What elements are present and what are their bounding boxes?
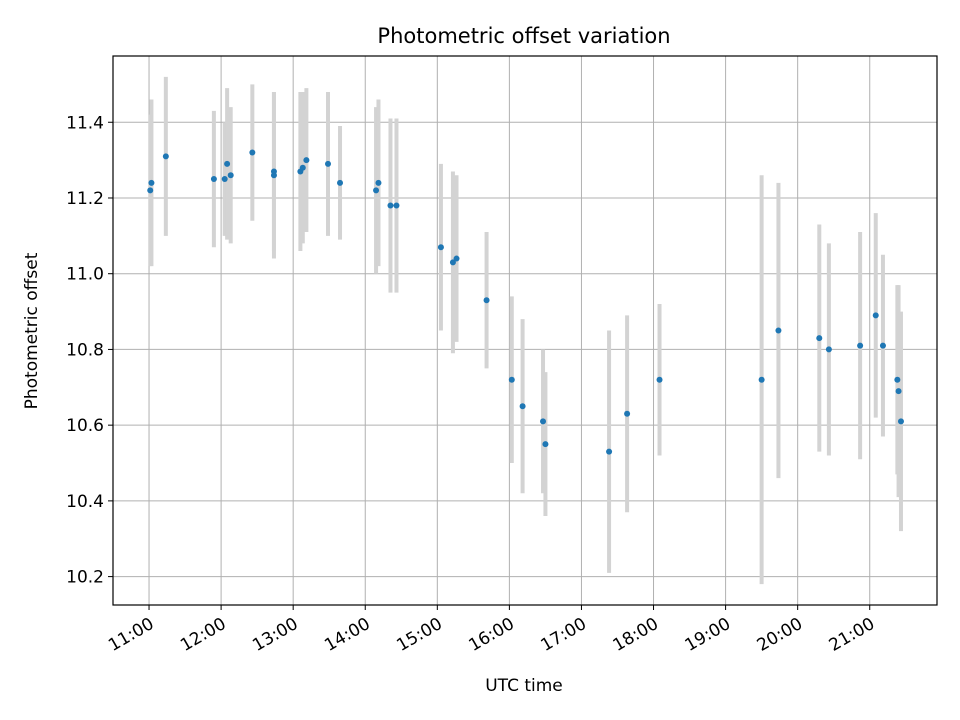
data-point [895,388,902,395]
data-point [393,202,400,209]
y-tick-label: 10.2 [66,568,104,588]
data-point [325,160,332,167]
data-point [656,376,663,383]
x-tick-label: 13:00 [249,614,301,656]
x-tick-label: 14:00 [321,614,373,656]
x-tick-label: 15:00 [393,614,445,656]
data-point [147,187,154,194]
x-tick-label: 16:00 [465,614,517,656]
data-point [224,160,231,167]
data-point [162,153,169,160]
plot-frame [112,55,938,606]
y-tick-label: 10.4 [66,492,104,512]
data-point [437,244,444,251]
data-point [758,376,765,383]
x-tick-label: 11:00 [105,614,157,656]
data-point [449,259,456,266]
data-point [897,418,904,425]
data-point [249,149,256,156]
x-axis-label: UTC time [485,676,563,696]
data-point [483,297,490,304]
data-point [879,342,886,349]
x-ticks: 11:00 12:00 13:00 14:00 15:00 16:00 17:00 18:00… [105,605,878,656]
data-point [148,179,155,186]
data-point [857,342,864,349]
data-point [508,376,515,383]
error-bars [148,76,903,585]
x-tick-label: 19:00 [682,614,734,656]
data-point [894,376,901,383]
x-tick-label: 20:00 [754,614,806,656]
data-point [775,327,782,334]
x-tick-label: 12:00 [177,614,229,656]
data-point [624,410,631,417]
y-ticks: 10.2 10.4 10.6 10.8 11.0 11.2 11.4 [66,113,113,588]
y-tick-label: 11.0 [66,265,104,285]
data-point [816,335,823,342]
data-point [270,172,277,179]
data-point [227,172,234,179]
data-point [453,255,460,262]
data-point [519,403,526,410]
x-tick-label: 18:00 [610,614,662,656]
data-point [542,441,549,448]
data-point [303,157,310,164]
chart-title: Photometric offset variation [377,24,670,48]
x-tick-label: 17:00 [538,614,590,656]
data-point [540,418,547,425]
data-point [375,179,382,186]
data-point [872,312,879,319]
data-point [373,187,380,194]
data-point [337,179,344,186]
data-point [210,176,217,183]
data-point [221,176,228,183]
data-point [606,448,613,455]
x-tick-label: 21:00 [826,614,878,656]
y-tick-label: 10.8 [66,340,104,360]
y-tick-label: 11.2 [66,189,104,209]
data-points [147,149,904,455]
data-point [299,164,306,171]
y-tick-label: 11.4 [66,113,104,133]
y-axis-label: Photometric offset [22,252,42,409]
data-point [825,346,832,353]
y-tick-label: 10.6 [66,416,104,436]
data-point [387,202,394,209]
grid [113,56,937,605]
